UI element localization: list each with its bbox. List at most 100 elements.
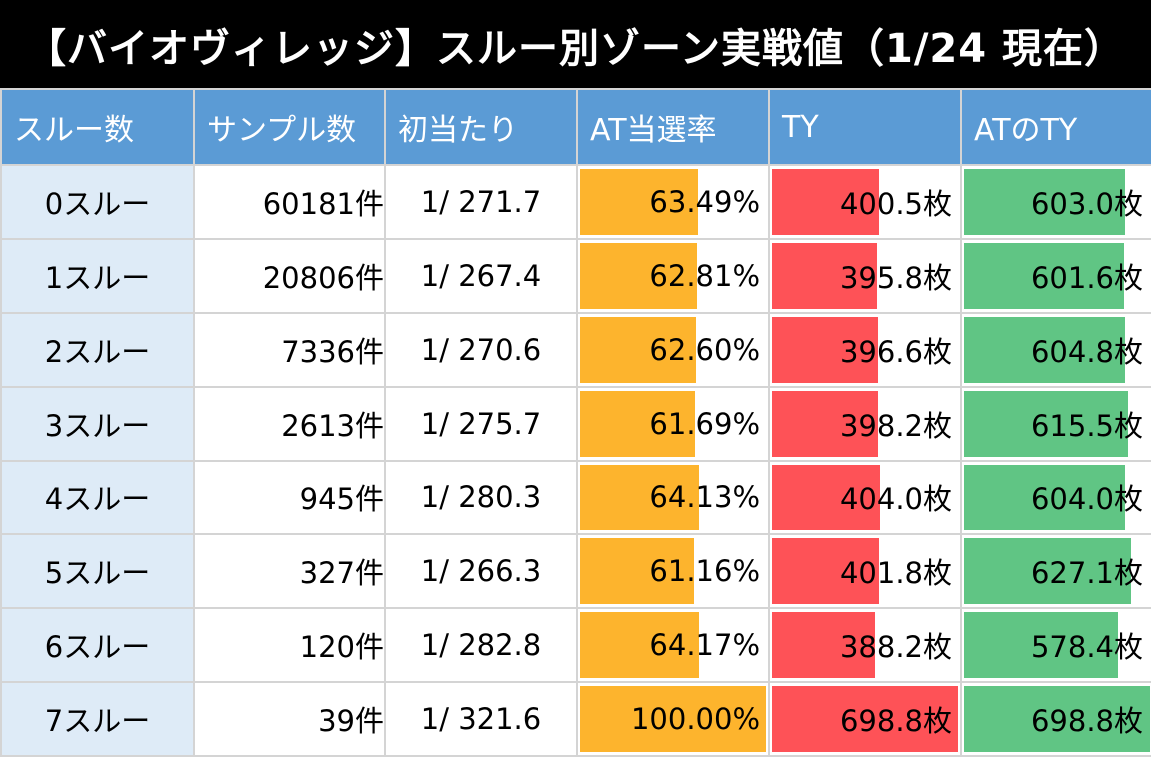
ty-bar bbox=[772, 316, 878, 383]
first-hit-ratio: 1/ 321.6 bbox=[384, 681, 578, 757]
at-rate-value: 63.49% bbox=[649, 184, 760, 219]
first-hit-ratio: 1/ 267.4 bbox=[384, 237, 578, 314]
table-row: 5スルー 327件 1/ 266.3 61.16% 401.8枚 627.1枚 bbox=[0, 533, 1151, 610]
at-rate-bar bbox=[580, 316, 697, 383]
ty-cell: 398.2枚 bbox=[768, 385, 962, 462]
ty-cell: 404.0枚 bbox=[768, 459, 962, 536]
ty-bar bbox=[772, 464, 880, 531]
row-label: 2スルー bbox=[0, 311, 195, 388]
column-header-ty: TY bbox=[768, 88, 962, 166]
sample-count: 20806件 bbox=[193, 237, 386, 314]
at-ty-value: 578.4枚 bbox=[1030, 630, 1143, 665]
at-ty-bar bbox=[964, 538, 1131, 605]
at-rate-cell: 64.13% bbox=[576, 459, 770, 536]
column-header-first-hit: 初当たり bbox=[384, 88, 578, 166]
at-ty-cell: 601.6枚 bbox=[960, 237, 1151, 314]
at-ty-value: 603.0枚 bbox=[1030, 186, 1143, 221]
at-ty-cell: 698.8枚 bbox=[960, 681, 1151, 757]
at-ty-bar bbox=[964, 390, 1128, 457]
row-label: 5スルー bbox=[0, 533, 195, 610]
at-rate-value: 61.69% bbox=[649, 406, 760, 441]
first-hit-ratio: 1/ 266.3 bbox=[384, 533, 578, 610]
at-rate-bar bbox=[580, 686, 766, 752]
at-rate-cell: 100.00% bbox=[576, 681, 770, 757]
at-ty-bar bbox=[964, 464, 1125, 531]
ty-cell: 388.2枚 bbox=[768, 607, 962, 684]
ty-value: 698.8枚 bbox=[839, 704, 952, 739]
at-rate-bar bbox=[580, 464, 700, 531]
sample-count: 2613件 bbox=[193, 385, 386, 462]
at-ty-value: 604.8枚 bbox=[1030, 334, 1143, 369]
row-label: 1スルー bbox=[0, 237, 195, 314]
row-label: 6スルー bbox=[0, 607, 195, 684]
at-rate-cell: 61.16% bbox=[576, 533, 770, 610]
at-ty-value: 615.5枚 bbox=[1030, 408, 1143, 443]
table-row: 2スルー 7336件 1/ 270.6 62.60% 396.6枚 604.8枚 bbox=[0, 311, 1151, 388]
ty-cell: 698.8枚 bbox=[768, 681, 962, 757]
table-row: 7スルー 39件 1/ 321.6 100.00% 698.8枚 698.8枚 bbox=[0, 681, 1151, 757]
at-rate-value: 64.17% bbox=[649, 628, 760, 663]
row-label: 3スルー bbox=[0, 385, 195, 462]
first-hit-ratio: 1/ 271.7 bbox=[384, 164, 578, 240]
at-ty-bar bbox=[964, 242, 1125, 309]
ty-cell: 401.8枚 bbox=[768, 533, 962, 610]
at-rate-bar bbox=[580, 390, 695, 457]
at-ty-cell: 615.5枚 bbox=[960, 385, 1151, 462]
table-row: 6スルー 120件 1/ 282.8 64.17% 388.2枚 578.4枚 bbox=[0, 607, 1151, 684]
sample-count: 60181件 bbox=[193, 164, 386, 240]
at-rate-value: 61.16% bbox=[649, 554, 760, 589]
at-rate-value: 62.60% bbox=[649, 332, 760, 367]
ty-value: 398.2枚 bbox=[839, 408, 952, 443]
ty-value: 401.8枚 bbox=[839, 556, 952, 591]
at-ty-value: 601.6枚 bbox=[1030, 260, 1143, 295]
at-rate-value: 100.00% bbox=[630, 702, 760, 737]
first-hit-ratio: 1/ 270.6 bbox=[384, 311, 578, 388]
at-ty-bar bbox=[964, 686, 1150, 752]
table-row: 3スルー 2613件 1/ 275.7 61.69% 398.2枚 615.5枚 bbox=[0, 385, 1151, 462]
row-label: 4スルー bbox=[0, 459, 195, 536]
at-rate-value: 62.81% bbox=[649, 258, 760, 293]
at-rate-bar bbox=[580, 242, 697, 309]
at-rate-cell: 62.81% bbox=[576, 237, 770, 314]
ty-value: 395.8枚 bbox=[839, 260, 952, 295]
ty-value: 388.2枚 bbox=[839, 630, 952, 665]
ty-cell: 396.6枚 bbox=[768, 311, 962, 388]
header-row: スルー数 サンプル数 初当たり AT当選率 TY ATのTY bbox=[0, 88, 1151, 166]
at-ty-cell: 627.1枚 bbox=[960, 533, 1151, 610]
at-ty-bar bbox=[964, 612, 1118, 679]
ty-value: 396.6枚 bbox=[839, 334, 952, 369]
sample-count: 39件 bbox=[193, 681, 386, 757]
table-row: 0スルー 60181件 1/ 271.7 63.49% 400.5枚 603.0枚 bbox=[0, 164, 1151, 240]
at-ty-cell: 604.8枚 bbox=[960, 311, 1151, 388]
row-label: 0スルー bbox=[0, 164, 195, 240]
at-ty-cell: 603.0枚 bbox=[960, 164, 1151, 240]
sample-count: 945件 bbox=[193, 459, 386, 536]
ty-bar bbox=[772, 390, 878, 457]
at-ty-value: 698.8枚 bbox=[1030, 704, 1143, 739]
sample-count: 120件 bbox=[193, 607, 386, 684]
ty-value: 404.0枚 bbox=[839, 482, 952, 517]
sample-count: 7336件 bbox=[193, 311, 386, 388]
at-rate-cell: 63.49% bbox=[576, 164, 770, 240]
ty-value: 400.5枚 bbox=[839, 186, 952, 221]
first-hit-ratio: 1/ 280.3 bbox=[384, 459, 578, 536]
column-header-samples: サンプル数 bbox=[193, 88, 386, 166]
at-rate-cell: 61.69% bbox=[576, 385, 770, 462]
at-ty-cell: 578.4枚 bbox=[960, 607, 1151, 684]
ty-cell: 395.8枚 bbox=[768, 237, 962, 314]
at-ty-cell: 604.0枚 bbox=[960, 459, 1151, 536]
at-rate-value: 64.13% bbox=[649, 480, 760, 515]
table-row: 4スルー 945件 1/ 280.3 64.13% 404.0枚 604.0枚 bbox=[0, 459, 1151, 536]
column-header-at-rate: AT当選率 bbox=[576, 88, 770, 166]
row-label: 7スルー bbox=[0, 681, 195, 757]
at-rate-cell: 64.17% bbox=[576, 607, 770, 684]
ty-bar bbox=[772, 538, 879, 605]
ty-bar bbox=[772, 169, 879, 235]
at-ty-bar bbox=[964, 316, 1125, 383]
page-title: 【バイオヴィレッジ】スルー別ゾーン実戦値（1/24 現在） bbox=[0, 0, 1151, 88]
at-ty-value: 604.0枚 bbox=[1030, 482, 1143, 517]
at-rate-bar bbox=[580, 538, 694, 605]
at-ty-bar bbox=[964, 169, 1125, 235]
ty-bar bbox=[772, 242, 878, 309]
ty-bar bbox=[772, 612, 876, 679]
